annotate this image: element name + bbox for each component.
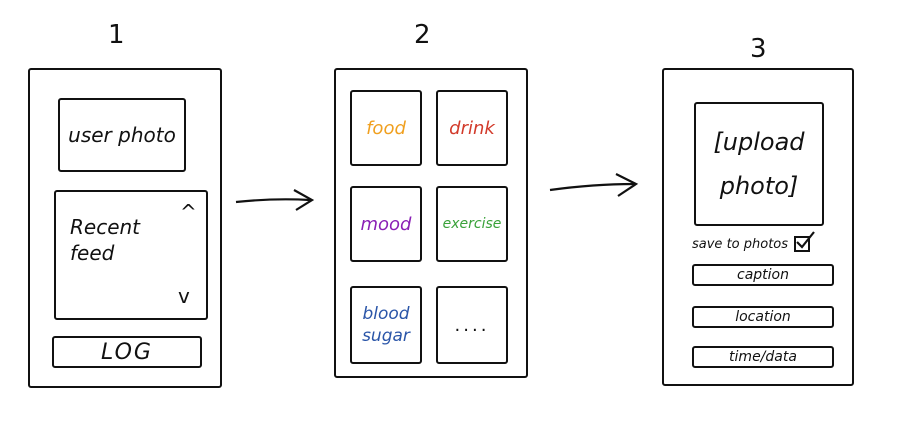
screen-3-frame: [upload photo] save to photos caption lo…: [662, 68, 854, 386]
tile-more-label: ....: [454, 314, 490, 336]
location-field[interactable]: location: [692, 306, 834, 328]
screen-2-frame: food drink mood exercise blood sugar ...…: [334, 68, 528, 378]
tile-blood-sugar[interactable]: blood sugar: [350, 286, 422, 364]
tile-food[interactable]: food: [350, 90, 422, 166]
time-date-field-label: time/data: [729, 349, 797, 365]
upload-photo-label: [upload photo]: [713, 128, 805, 200]
log-button[interactable]: LOG: [52, 336, 202, 368]
user-photo-label: user photo: [68, 123, 176, 147]
screen-1-frame: user photo Recent feed ^ v LOG: [28, 68, 222, 388]
screen-3-number: 3: [750, 34, 767, 64]
caption-field-label: caption: [737, 267, 789, 283]
tile-drink[interactable]: drink: [436, 90, 508, 166]
tile-more[interactable]: ....: [436, 286, 508, 364]
save-to-photos-row[interactable]: save to photos: [692, 231, 852, 254]
save-to-photos-checkbox[interactable]: [794, 231, 815, 252]
arrow-right-icon: [235, 189, 315, 211]
tile-blood-sugar-label: blood sugar: [362, 304, 410, 346]
scroll-down-icon[interactable]: v: [178, 284, 190, 308]
tile-exercise-label: exercise: [442, 216, 502, 232]
tile-exercise[interactable]: exercise: [436, 186, 508, 262]
recent-feed-panel[interactable]: Recent feed ^ v: [54, 190, 208, 320]
time-date-field[interactable]: time/data: [692, 346, 834, 368]
screen-1-number: 1: [108, 20, 125, 50]
screen-2-number: 2: [414, 20, 431, 50]
tile-mood-label: mood: [360, 213, 412, 235]
tile-grid: food drink mood exercise blood sugar ...…: [350, 90, 518, 366]
user-photo[interactable]: user photo: [58, 98, 186, 172]
tile-food-label: food: [366, 117, 406, 139]
tile-mood[interactable]: mood: [350, 186, 422, 262]
recent-feed-label: Recent feed: [70, 215, 141, 265]
tile-drink-label: drink: [449, 117, 495, 139]
log-button-label: LOG: [101, 339, 153, 365]
save-to-photos-label: save to photos: [692, 236, 789, 252]
arrow-right-icon: [549, 173, 639, 197]
caption-field[interactable]: caption: [692, 264, 834, 286]
location-field-label: location: [735, 309, 791, 325]
scroll-up-icon[interactable]: ^: [180, 200, 197, 224]
upload-photo-area[interactable]: [upload photo]: [694, 102, 824, 226]
checkmark-icon: [796, 231, 815, 249]
